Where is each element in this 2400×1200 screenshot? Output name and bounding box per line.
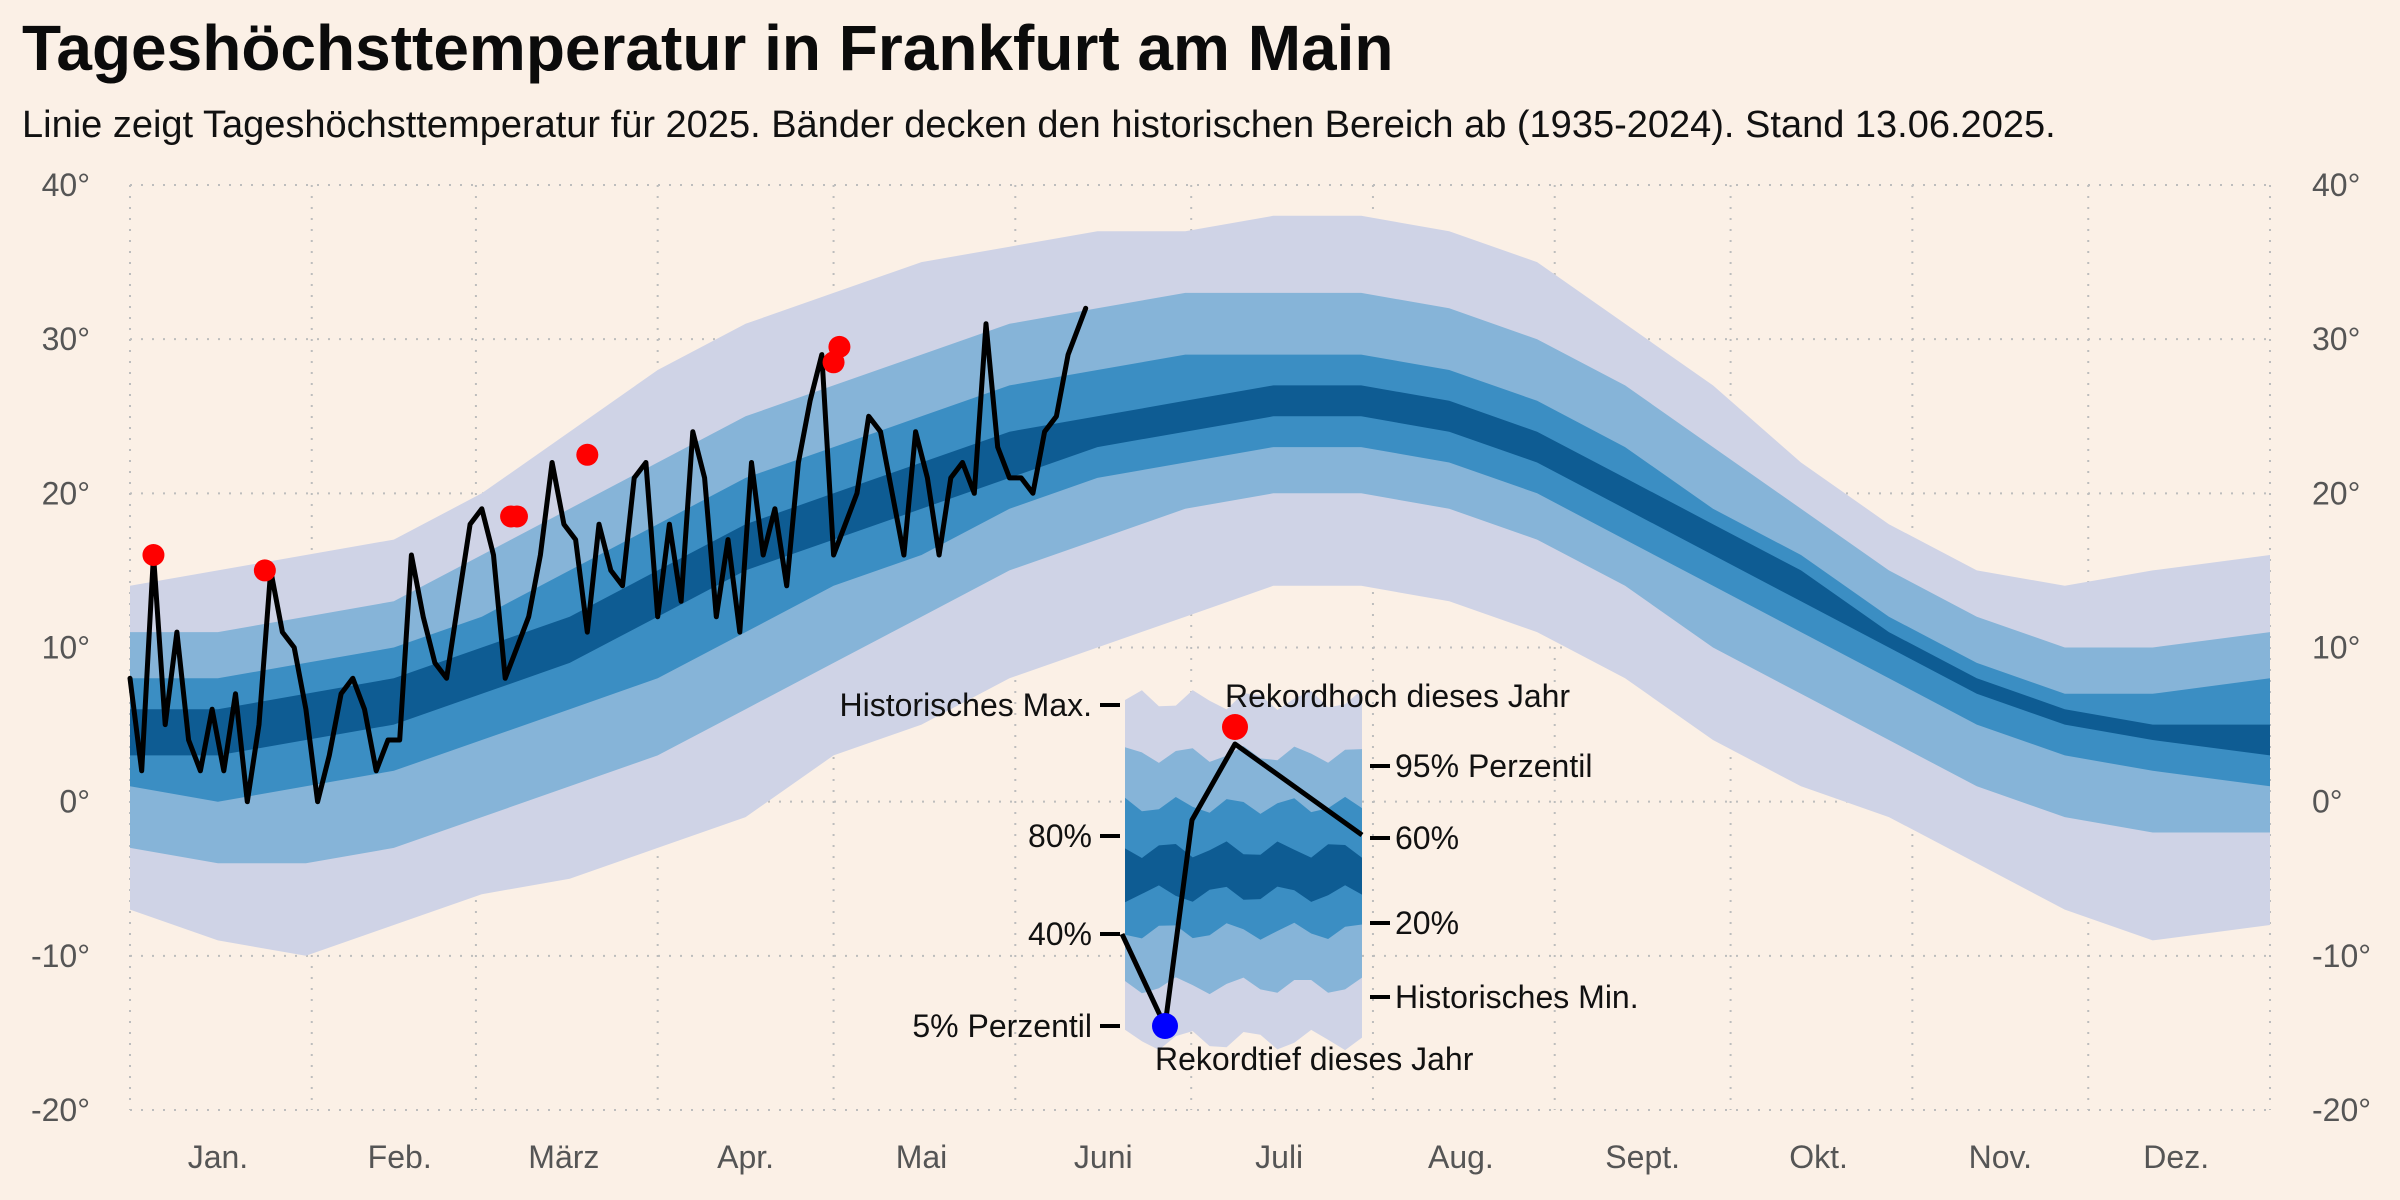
record-high-point bbox=[505, 505, 528, 528]
x-tick-label: Feb. bbox=[368, 1139, 432, 1175]
y-tick-label-left: -10° bbox=[31, 938, 90, 974]
tick-layer: -20° -20° -10° -10° 0° 0° 10° 10° 20° 20° 30° 30° 40… bbox=[31, 167, 2371, 1175]
record-high-point bbox=[576, 443, 599, 466]
y-tick-label-left: 30° bbox=[42, 321, 90, 357]
point-layer bbox=[142, 335, 851, 582]
series-line-2025 bbox=[127, 305, 1089, 805]
legend-label-record-low: Rekordtief dieses Jahr bbox=[1155, 1041, 1474, 1077]
x-tick-label: Aug. bbox=[1428, 1139, 1494, 1175]
y-tick-label-right: 20° bbox=[2312, 475, 2360, 511]
x-tick-label: Sept. bbox=[1605, 1139, 1680, 1175]
band-percentile-20-80 bbox=[130, 354, 2270, 802]
x-tick-label: Nov. bbox=[1969, 1139, 2032, 1175]
y-tick-label-right: 0° bbox=[2312, 784, 2343, 820]
y-tick-label-right: 30° bbox=[2312, 321, 2360, 357]
band-historical-range bbox=[130, 215, 2270, 956]
record-high-point bbox=[142, 544, 165, 566]
x-tick-label: Juli bbox=[1255, 1139, 1303, 1175]
x-tick-label: März bbox=[528, 1139, 599, 1175]
line-layer bbox=[127, 305, 1089, 805]
y-tick-label-right: -10° bbox=[2312, 938, 2371, 974]
legend-record-high-point bbox=[1222, 714, 1248, 740]
x-tick-label: Dez. bbox=[2143, 1139, 2209, 1175]
record-high-point bbox=[828, 335, 851, 358]
x-tick-label: Jan. bbox=[188, 1139, 248, 1175]
record-high-point bbox=[253, 559, 276, 582]
y-tick-label-left: 0° bbox=[59, 784, 90, 820]
y-tick-label-right: 40° bbox=[2312, 167, 2360, 203]
x-tick-label: Apr. bbox=[717, 1139, 774, 1175]
x-tick-label: Juni bbox=[1074, 1139, 1133, 1175]
x-tick-label: Mai bbox=[896, 1139, 948, 1175]
y-tick-label-right: -20° bbox=[2312, 1092, 2371, 1128]
legend-label-p40: 40% bbox=[1028, 916, 1092, 952]
legend-label-p20: 20% bbox=[1395, 905, 1459, 941]
y-tick-label-left: 20° bbox=[42, 475, 90, 511]
legend-example-line bbox=[1119, 741, 1364, 1029]
y-tick-label-left: -20° bbox=[31, 1092, 90, 1128]
chart-title: Tageshöchsttemperatur in Frankfurt am Ma… bbox=[22, 12, 1394, 84]
legend-label-p60: 60% bbox=[1395, 820, 1459, 856]
legend-label-hist-max: Historisches Max. bbox=[840, 687, 1093, 723]
legend-label-p5: 5% Perzentil bbox=[912, 1008, 1092, 1044]
legend-label-p95: 95% Perzentil bbox=[1395, 748, 1592, 784]
y-tick-label-right: 10° bbox=[2312, 630, 2360, 666]
legend-label-hist-min: Historisches Min. bbox=[1395, 979, 1639, 1015]
x-tick-label: Okt. bbox=[1789, 1139, 1848, 1175]
legend-label-p80: 80% bbox=[1028, 818, 1092, 854]
chart-subtitle: Linie zeigt Tageshöchsttemperatur für 20… bbox=[22, 104, 2056, 146]
band-percentile-40-60 bbox=[130, 385, 2270, 756]
band-percentile-5-95 bbox=[130, 292, 2270, 864]
y-tick-label-left: 40° bbox=[42, 167, 90, 203]
legend-record-low-point bbox=[1152, 1013, 1178, 1039]
legend-layer: Historisches Max. 80% 40% 5% Perzentil 95% P… bbox=[840, 678, 1639, 1077]
legend-label-record-high: Rekordhoch dieses Jahr bbox=[1225, 678, 1570, 714]
band-layer bbox=[130, 215, 2270, 956]
y-tick-label-left: 10° bbox=[42, 630, 90, 666]
